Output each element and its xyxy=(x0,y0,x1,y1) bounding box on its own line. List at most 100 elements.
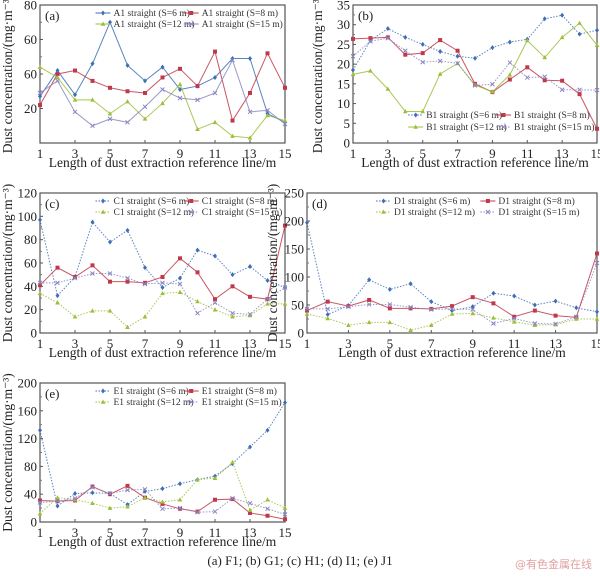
data-point xyxy=(408,327,413,332)
legend-marker xyxy=(413,112,418,118)
data-point xyxy=(125,279,130,284)
data-point xyxy=(247,109,253,115)
series-s12 xyxy=(37,289,288,329)
data-point xyxy=(595,27,599,33)
data-point xyxy=(37,511,43,516)
legend-label: B1 straight (S=6 m) xyxy=(426,110,502,121)
panel-label: (a) xyxy=(45,8,59,23)
x-tick-label: 7 xyxy=(142,336,149,351)
legend-item-s15: D1 straight (S=15 m) xyxy=(480,207,579,218)
data-point xyxy=(367,277,372,283)
series-s6 xyxy=(38,217,287,299)
data-point xyxy=(55,300,60,305)
data-point xyxy=(213,497,217,502)
data-point xyxy=(125,275,130,281)
data-point xyxy=(195,84,200,89)
x-tick-label: 7 xyxy=(454,146,461,161)
x-tick-label: 11 xyxy=(508,336,521,351)
legend-marker xyxy=(100,399,106,404)
data-point xyxy=(160,285,165,290)
y-tick-label: 60 xyxy=(24,32,37,47)
data-point xyxy=(366,302,372,307)
y-tick-label: 80 xyxy=(24,459,37,474)
data-point xyxy=(366,319,372,325)
data-point xyxy=(305,308,309,313)
data-point xyxy=(195,270,200,275)
data-point xyxy=(55,293,60,299)
data-point xyxy=(455,53,460,59)
data-point xyxy=(524,75,530,80)
data-point xyxy=(72,314,78,319)
data-point xyxy=(160,506,165,512)
y-tick-label: 80 xyxy=(24,0,37,13)
data-point xyxy=(325,312,330,318)
data-point xyxy=(73,92,77,98)
data-point xyxy=(107,116,113,122)
data-point xyxy=(107,271,113,276)
data-point xyxy=(108,279,112,284)
data-point xyxy=(420,51,425,56)
data-point xyxy=(282,121,288,127)
data-point xyxy=(38,103,42,108)
data-point xyxy=(420,108,426,114)
x-axis-title: Length of dust extraction reference line… xyxy=(49,534,277,549)
data-point xyxy=(212,307,218,312)
data-point xyxy=(72,497,78,502)
y-tick-label: 250 xyxy=(285,186,305,201)
data-point xyxy=(408,306,413,311)
data-point xyxy=(143,90,147,95)
x-tick-label: 9 xyxy=(177,336,184,351)
data-point xyxy=(429,299,434,305)
data-point xyxy=(265,427,270,433)
legend-item-s12: E1 straight (S=12 m) xyxy=(95,397,194,408)
data-point xyxy=(595,126,599,131)
panel-label: (b) xyxy=(358,8,373,23)
data-point xyxy=(265,51,270,56)
data-point xyxy=(265,506,270,512)
data-point xyxy=(247,135,253,140)
legend-marker xyxy=(413,124,418,129)
data-point xyxy=(230,459,235,465)
data-point xyxy=(420,41,425,47)
data-point xyxy=(38,498,42,503)
data-point xyxy=(125,483,130,488)
data-point xyxy=(490,45,495,51)
data-point xyxy=(160,499,165,504)
data-point xyxy=(305,220,309,226)
x-tick-label: 5 xyxy=(107,525,114,540)
data-point xyxy=(573,314,579,320)
legend-label: B1 straight (S=8 m) xyxy=(514,110,590,121)
legend-marker xyxy=(188,209,194,215)
figure-caption: (a) F1; (b) G1; (c) H1; (d) I1; (e) J1 xyxy=(207,553,393,568)
data-point xyxy=(507,39,512,45)
data-point xyxy=(72,97,78,102)
data-point xyxy=(385,26,390,32)
data-point xyxy=(72,275,78,281)
data-point xyxy=(142,116,148,121)
legend-item-s12: C1 straight (S=12 m) xyxy=(95,207,194,218)
legend-item-s15: E1 straight (S=15 m) xyxy=(183,397,282,408)
data-point xyxy=(55,72,60,76)
data-point xyxy=(90,61,95,67)
data-point xyxy=(387,319,393,325)
data-point xyxy=(55,74,60,80)
data-point xyxy=(160,486,165,492)
y-tick-label: 0 xyxy=(31,515,38,530)
legend-item-s6: D1 straight (S=6 m) xyxy=(376,196,470,207)
y-tick-label: 200 xyxy=(285,214,305,229)
data-point xyxy=(195,310,200,316)
data-point xyxy=(532,308,537,313)
legend-marker xyxy=(101,198,105,204)
data-point xyxy=(230,133,235,138)
data-point xyxy=(55,498,60,504)
x-tick-label: 5 xyxy=(387,336,394,351)
legend-label: A1 straight (S=15 m) xyxy=(202,19,283,30)
data-point xyxy=(428,307,434,312)
x-tick-label: 1 xyxy=(37,336,44,351)
data-point xyxy=(265,107,270,113)
data-point xyxy=(387,306,392,311)
data-point xyxy=(160,501,165,506)
data-point xyxy=(230,57,235,63)
